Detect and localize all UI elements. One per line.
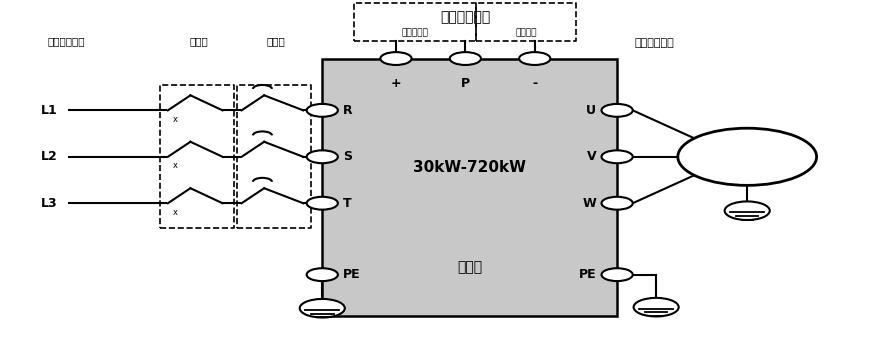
- Text: 主电路: 主电路: [456, 261, 481, 275]
- Text: 电源输入端子: 电源输入端子: [48, 36, 85, 46]
- Circle shape: [600, 197, 632, 210]
- Text: +: +: [390, 77, 401, 90]
- Text: PE: PE: [578, 268, 595, 281]
- Text: 直流电抗器: 直流电抗器: [401, 29, 428, 38]
- Text: L3: L3: [41, 197, 57, 210]
- Text: PE: PE: [342, 268, 361, 281]
- Text: S: S: [342, 150, 352, 163]
- Text: W: W: [582, 197, 595, 210]
- Text: 30kW-720kW: 30kW-720kW: [413, 160, 526, 175]
- FancyBboxPatch shape: [322, 59, 616, 316]
- Circle shape: [306, 268, 337, 281]
- Text: R: R: [342, 104, 352, 117]
- Circle shape: [600, 104, 632, 117]
- Circle shape: [600, 268, 632, 281]
- Text: 接触器: 接触器: [266, 36, 284, 46]
- Text: L2: L2: [41, 150, 57, 163]
- Circle shape: [380, 52, 411, 65]
- Text: 制动单元: 制动单元: [514, 29, 536, 38]
- Circle shape: [724, 202, 769, 220]
- Text: -: -: [532, 77, 537, 90]
- Text: x: x: [172, 208, 177, 217]
- Circle shape: [306, 104, 337, 117]
- Text: V: V: [586, 150, 595, 163]
- Circle shape: [600, 150, 632, 163]
- Text: x: x: [172, 115, 177, 124]
- Text: U: U: [586, 104, 595, 117]
- Circle shape: [449, 52, 481, 65]
- Circle shape: [299, 299, 344, 318]
- Circle shape: [306, 150, 337, 163]
- Text: 断路器: 断路器: [189, 36, 209, 46]
- Circle shape: [677, 128, 816, 185]
- Circle shape: [633, 298, 678, 316]
- Text: L1: L1: [41, 104, 57, 117]
- Circle shape: [519, 52, 550, 65]
- Text: P: P: [461, 77, 469, 90]
- Text: M: M: [736, 147, 757, 167]
- Text: T: T: [342, 197, 351, 210]
- Text: 变频输出端子: 变频输出端子: [634, 38, 673, 48]
- Circle shape: [306, 197, 337, 210]
- Text: x: x: [172, 161, 177, 170]
- Text: 外部组件端子: 外部组件端子: [440, 10, 490, 24]
